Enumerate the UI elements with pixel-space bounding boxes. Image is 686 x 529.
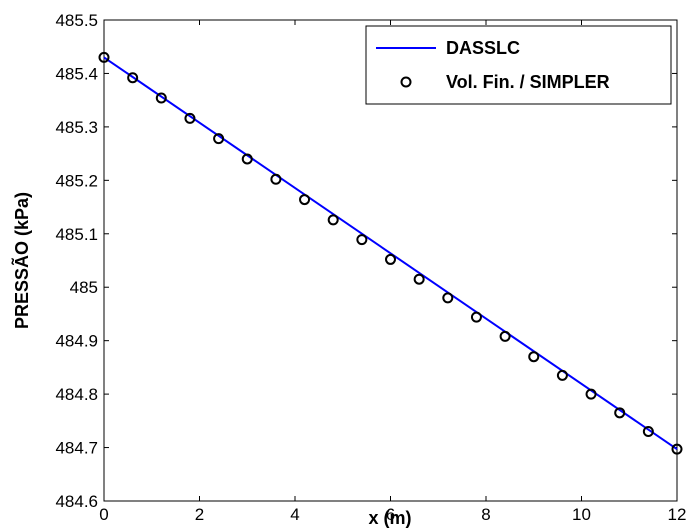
x-tick-label: 10	[572, 505, 591, 524]
data-point-marker	[98, 51, 110, 63]
legend: DASSLC Vol. Fin. / SIMPLER	[365, 25, 672, 105]
x-tick-label: 8	[481, 505, 490, 524]
y-axis-label: PRESSÃO (kPa)	[11, 192, 32, 329]
x-axis-label: x (m)	[368, 508, 411, 528]
y-tick-label: 485.5	[55, 11, 98, 30]
data-point-marker	[528, 351, 540, 363]
y-tick-label: 484.9	[55, 332, 98, 351]
x-tick-label: 2	[195, 505, 204, 524]
data-point-marker	[385, 253, 396, 265]
y-tick-label: 485	[70, 278, 98, 297]
data-point-marker	[614, 407, 626, 419]
x-tick-label: 12	[668, 505, 686, 524]
y-tick-label: 485.3	[55, 118, 98, 137]
data-point-marker	[213, 133, 225, 145]
data-point-marker	[299, 194, 311, 206]
data-point-marker	[642, 426, 654, 438]
legend-marker-swatch	[400, 76, 412, 88]
x-tick-label: 4	[290, 505, 299, 524]
legend-label-vol-fin: Vol. Fin. / SIMPLER	[446, 72, 610, 92]
data-point-marker	[470, 311, 482, 323]
y-tick-label: 484.6	[55, 492, 98, 511]
x-tick-label: 6	[386, 505, 395, 524]
data-point-marker	[270, 173, 282, 185]
data-point-marker	[356, 234, 368, 246]
data-point-marker	[413, 273, 425, 285]
y-tick-label: 485.1	[55, 225, 98, 244]
data-point-marker	[671, 443, 683, 455]
data-point-marker	[442, 292, 454, 304]
legend-label-dasslc: DASSLC	[446, 38, 520, 58]
legend-box	[365, 25, 672, 105]
series-line-dasslc	[103, 56, 678, 450]
y-tick-label: 485.4	[55, 64, 98, 83]
data-point-marker	[499, 330, 511, 342]
data-point-marker	[556, 369, 568, 381]
data-point-marker	[184, 112, 196, 124]
data-point-marker	[241, 153, 253, 165]
y-tick-label: 484.7	[55, 439, 98, 458]
data-point-marker	[585, 388, 597, 400]
y-tick-label: 485.2	[55, 171, 98, 190]
y-tick-label: 484.8	[55, 385, 98, 404]
x-tick-label: 0	[99, 505, 108, 524]
data-point-marker	[327, 214, 339, 226]
data-point-marker	[127, 72, 139, 84]
data-point-marker	[155, 92, 167, 104]
